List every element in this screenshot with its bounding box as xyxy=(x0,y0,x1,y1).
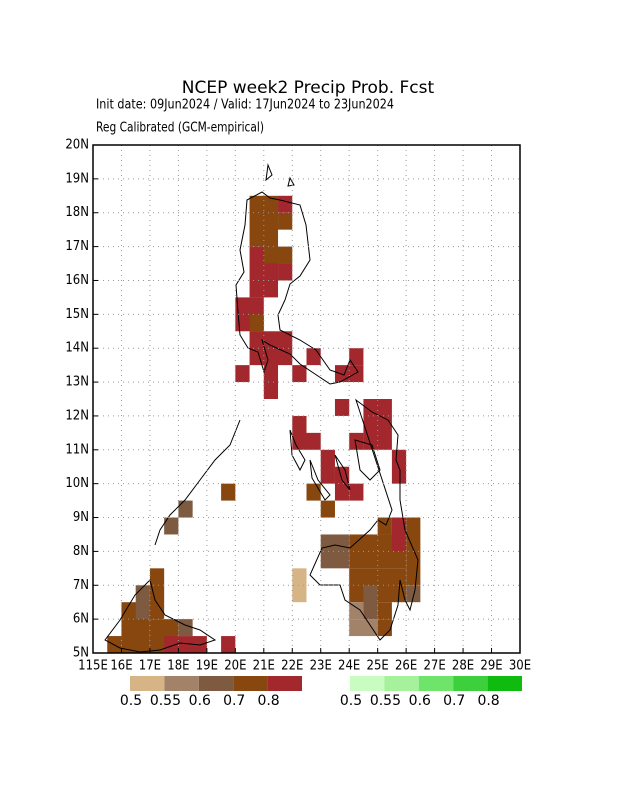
legend-label: 0.8 xyxy=(257,693,279,709)
legend-label: 0.5 xyxy=(340,693,362,709)
legend-swatch xyxy=(487,676,522,691)
grid-cell xyxy=(349,348,364,366)
y-tick-label: 7N xyxy=(73,578,89,593)
x-tick-label: 28E xyxy=(452,659,474,674)
legend-swatch xyxy=(233,676,268,691)
grid-cell xyxy=(320,449,335,484)
legend-label: 0.5 xyxy=(120,693,142,709)
y-tick-label: 5N xyxy=(73,646,89,661)
legend-swatch xyxy=(453,676,488,691)
y-tick-label: 11N xyxy=(65,442,89,457)
grid-cell xyxy=(377,517,392,535)
grid-cell xyxy=(249,195,279,247)
legend-swatch xyxy=(350,676,385,691)
legend-label: 0.7 xyxy=(443,693,465,709)
grid-cell xyxy=(249,314,264,332)
grid-cell xyxy=(135,585,150,620)
legend-swatch xyxy=(130,676,165,691)
plot-frame xyxy=(92,144,521,654)
y-tick-label: 6N xyxy=(73,612,89,627)
x-tick-label: 115E xyxy=(78,659,108,674)
grid-cell xyxy=(178,619,193,637)
grid-cell xyxy=(320,534,350,569)
grid-cell xyxy=(263,246,293,264)
x-tick-label: 20E xyxy=(224,659,246,674)
x-tick-label: 27E xyxy=(423,659,445,674)
x-tick-label: 25E xyxy=(367,659,389,674)
x-tick-label: 23E xyxy=(310,659,332,674)
grid-cell xyxy=(306,348,321,366)
grid-cell xyxy=(178,500,193,518)
grid-cell xyxy=(349,602,364,620)
grid-cell xyxy=(377,619,392,637)
grid-cell xyxy=(164,517,179,535)
chart-title: NCEP week2 Precip Prob. Fcst xyxy=(182,78,435,98)
grid-cell xyxy=(334,466,350,501)
grid-cell xyxy=(306,432,321,450)
grid-cell xyxy=(292,415,307,450)
x-tick-label: 16E xyxy=(110,659,132,674)
grid-cell xyxy=(235,365,250,383)
y-tick-label: 19N xyxy=(65,171,89,186)
grid-cell xyxy=(292,365,307,383)
legend-label: 0.55 xyxy=(150,693,181,709)
grid-cell xyxy=(334,399,350,416)
grid-cell xyxy=(377,602,392,620)
grid-cell xyxy=(221,483,236,501)
legend-label: 0.55 xyxy=(370,693,401,709)
legend-label: 0.6 xyxy=(189,693,211,709)
grid-cell xyxy=(278,195,293,213)
legend-swatch xyxy=(267,676,302,691)
grid-cell xyxy=(320,500,335,518)
grid-cell xyxy=(349,619,378,637)
x-tick-label: 30E xyxy=(509,659,531,674)
y-tick-label: 12N xyxy=(65,408,89,423)
legend-swatch xyxy=(384,676,419,691)
x-tick-label: 19E xyxy=(196,659,218,674)
grid-cell xyxy=(149,568,165,620)
x-tick-label: 24E xyxy=(338,659,360,674)
grid-cell xyxy=(363,585,378,620)
y-tick-label: 15N xyxy=(65,307,89,322)
grid-cell xyxy=(391,517,407,552)
y-tick-label: 13N xyxy=(65,375,89,390)
grid-cell xyxy=(221,636,236,653)
cell-layer xyxy=(107,195,421,653)
legend-swatch xyxy=(164,676,199,691)
x-tick-label: 18E xyxy=(167,659,189,674)
grid-cell xyxy=(278,212,293,230)
y-tick-label: 17N xyxy=(65,239,89,254)
y-tick-label: 16N xyxy=(65,273,89,288)
grid-cell xyxy=(292,568,307,603)
y-tick-label: 20N xyxy=(65,138,89,153)
grid-cell xyxy=(306,483,321,501)
grid-cell xyxy=(406,585,421,603)
x-tick-label: 29E xyxy=(480,659,502,674)
y-tick-label: 8N xyxy=(73,544,89,559)
grid-cell xyxy=(164,636,207,653)
grid-cell xyxy=(349,432,364,450)
legend-label: 0.8 xyxy=(477,693,499,709)
x-tick-label: 21E xyxy=(253,659,275,674)
y-tick-label: 18N xyxy=(65,205,89,220)
grid-cell xyxy=(278,263,293,281)
legend-swatch xyxy=(418,676,454,691)
chart-subtitle: Init date: 09Jun2024 / Valid: 17Jun2024 … xyxy=(96,98,394,113)
grid-cell xyxy=(263,348,279,399)
grid-cell xyxy=(349,483,364,501)
chart-note: Reg Calibrated (GCM-empirical) xyxy=(96,121,264,136)
legend-label: 0.7 xyxy=(223,693,245,709)
coastline xyxy=(104,163,419,653)
y-tick-label: 14N xyxy=(65,341,89,356)
y-tick-label: 10N xyxy=(65,476,89,491)
legend-swatch xyxy=(198,676,234,691)
x-tick-label: 22E xyxy=(281,659,303,674)
y-tick-label: 9N xyxy=(73,510,89,525)
x-tick-label: 17E xyxy=(139,659,161,674)
x-tick-label: 26E xyxy=(395,659,417,674)
legend-label: 0.6 xyxy=(409,693,431,709)
grid-cell xyxy=(363,399,392,450)
